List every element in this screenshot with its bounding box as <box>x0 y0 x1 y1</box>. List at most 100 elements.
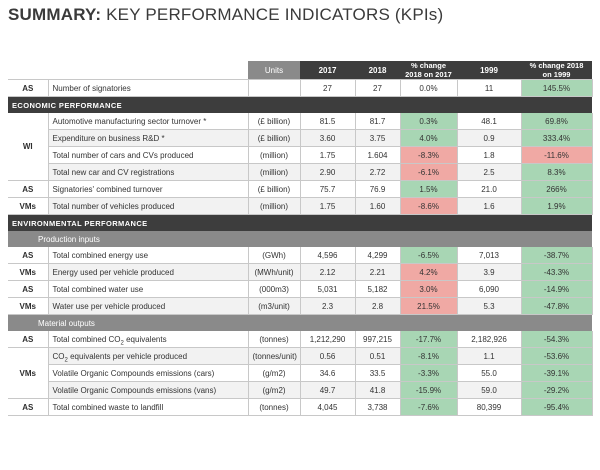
indicator-label: Total new car and CV registrations <box>47 163 248 181</box>
table-row: Expenditure on business R&D * (£ billion… <box>8 129 593 147</box>
change-2017: -3.3% <box>399 364 457 382</box>
units-cell: (000m3) <box>247 280 300 298</box>
change-1999: -38.7% <box>520 247 593 264</box>
change-1999: -54.3% <box>520 331 593 348</box>
value-1999: 2,182,926 <box>456 331 521 348</box>
change-2017: -15.9% <box>399 381 457 399</box>
table-row: VMs Water use per vehicle produced (m3/u… <box>8 297 593 315</box>
units-cell: (MWh/unit) <box>247 263 300 281</box>
units-cell: (tonnes) <box>247 398 300 416</box>
value-2017: 5,031 <box>299 280 355 298</box>
value-2018: 2.8 <box>354 297 400 315</box>
value-2017: 1,212,290 <box>299 331 355 348</box>
change-1999: 1.9% <box>520 197 593 215</box>
units-cell: (g/m2) <box>247 364 300 382</box>
value-1999: 1.8 <box>456 146 521 164</box>
table-row: Volatile Organic Compounds emissions (ca… <box>8 364 593 382</box>
value-1999: 3.9 <box>456 263 521 281</box>
subsection-title: Production inputs <box>8 231 592 247</box>
section-header: ENVIRONMENTAL PERFORMANCE <box>8 214 592 231</box>
table-row: AS Total combined energy use (GWh) 4,596… <box>8 247 593 264</box>
units-cell: (£ billion) <box>247 129 300 147</box>
header-row: Units 2017 2018 % change 2018 on 2017 19… <box>8 61 592 80</box>
indicator-label: Total number of vehicles produced <box>47 197 248 215</box>
change-2017: 0.0% <box>399 79 457 97</box>
change-1999: 8.3% <box>520 163 593 181</box>
table-row: VMs Energy used per vehicle produced (MW… <box>8 263 593 281</box>
indicator-label: Volatile Organic Compounds emissions (ca… <box>47 364 248 382</box>
change-1999: -39.1% <box>520 364 593 382</box>
subsection-title: Material outputs <box>8 314 592 331</box>
group-label: AS <box>8 398 48 416</box>
table-row: VMs CO2 equivalents per vehicle produced… <box>8 347 593 399</box>
header-change-2017: % change 2018 on 2017 <box>400 61 457 80</box>
indicator-label: Total combined water use <box>47 280 248 298</box>
title-bold: SUMMARY: <box>8 5 102 24</box>
kpi-table: Units 2017 2018 % change 2018 on 2017 19… <box>8 61 593 416</box>
value-1999: 1.1 <box>456 347 521 365</box>
section-title: ENVIRONMENTAL PERFORMANCE <box>8 214 592 231</box>
units-cell: (m3/unit) <box>247 297 300 315</box>
indicator-label: Energy used per vehicle produced <box>47 263 248 281</box>
value-2018: 997,215 <box>354 331 400 348</box>
value-2018: 0.51 <box>354 347 400 365</box>
group-label: WI <box>8 113 48 181</box>
value-2017: 3.60 <box>299 129 355 147</box>
change-2017: 21.5% <box>399 297 457 315</box>
change-2017: -8.6% <box>399 197 457 215</box>
value-2018: 2.72 <box>354 163 400 181</box>
value-1999: 5.3 <box>456 297 521 315</box>
units-cell: (GWh) <box>247 247 300 264</box>
change-2017: 3.0% <box>399 280 457 298</box>
table-row: AS Total combined waste to landfill (ton… <box>8 398 593 416</box>
change-1999: 333.4% <box>520 129 593 147</box>
value-2018: 5,182 <box>354 280 400 298</box>
value-2017: 75.7 <box>299 180 355 198</box>
header-2017: 2017 <box>300 61 355 80</box>
title-rest: KEY PERFORMANCE INDICATORS (KPIs) <box>106 5 444 24</box>
group-label: AS <box>8 280 48 298</box>
header-2018: 2018 <box>355 61 400 80</box>
indicator-label: CO2 equivalents per vehicle produced <box>47 347 248 365</box>
units-cell: (g/m2) <box>247 381 300 399</box>
change-2017: -8.1% <box>399 347 457 365</box>
value-2018: 33.5 <box>354 364 400 382</box>
table-row: Total new car and CV registrations (mill… <box>8 163 593 181</box>
group-label: VMs <box>8 197 48 215</box>
header-units: Units <box>248 61 300 80</box>
value-2018: 27 <box>354 79 400 97</box>
units-cell: (tonnes) <box>247 331 300 348</box>
value-2018: 81.7 <box>354 113 400 130</box>
value-1999: 59.0 <box>456 381 521 399</box>
value-1999: 80,399 <box>456 398 521 416</box>
header-blank <box>48 61 248 80</box>
section-header: ECONOMIC PERFORMANCE <box>8 96 592 113</box>
value-2018: 1.604 <box>354 146 400 164</box>
table-row: VMs Total number of vehicles produced (m… <box>8 197 593 215</box>
indicator-label: Signatories' combined turnover <box>47 180 248 198</box>
value-2017: 0.56 <box>299 347 355 365</box>
indicator-label: Total combined waste to landfill <box>47 398 248 416</box>
value-1999: 11 <box>456 79 521 97</box>
change-1999: -95.4% <box>520 398 593 416</box>
value-2017: 81.5 <box>299 113 355 130</box>
change-1999: 145.5% <box>520 79 593 97</box>
change-2017: 0.3% <box>399 113 457 130</box>
value-2018: 4,299 <box>354 247 400 264</box>
table-row: AS Number of signatories 27 27 0.0% 11 1… <box>8 79 593 97</box>
value-2017: 2.90 <box>299 163 355 181</box>
table-row: WI Automotive manufacturing sector turno… <box>8 113 593 181</box>
table-row: AS Total combined CO2 equivalents (tonne… <box>8 331 593 348</box>
value-1999: 7,013 <box>456 247 521 264</box>
change-2017: -17.7% <box>399 331 457 348</box>
value-2017: 2.3 <box>299 297 355 315</box>
units-cell: (million) <box>247 163 300 181</box>
value-2018: 2.21 <box>354 263 400 281</box>
value-1999: 48.1 <box>456 113 521 130</box>
subsection-header: Material outputs <box>8 314 592 331</box>
group-label: AS <box>8 247 48 264</box>
change-1999: 69.8% <box>520 113 593 130</box>
group-label: AS <box>8 180 48 198</box>
units-cell: (million) <box>247 197 300 215</box>
value-2017: 1.75 <box>299 146 355 164</box>
